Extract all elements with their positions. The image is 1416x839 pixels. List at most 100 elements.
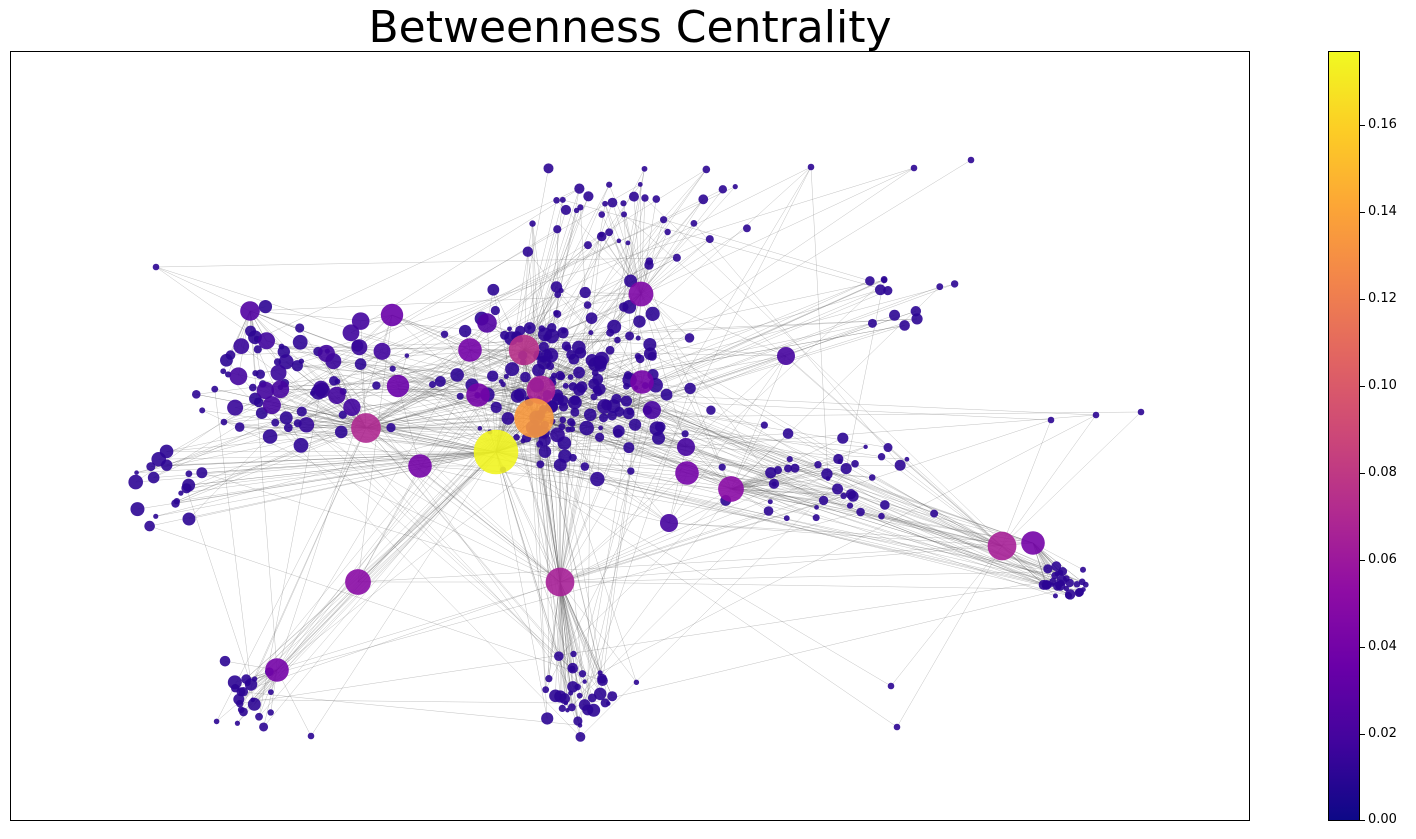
colorbar-tick: 0.16 <box>1360 117 1416 132</box>
graph-edge <box>284 383 367 429</box>
graph-edge <box>188 451 497 474</box>
colorbar-tick-mark <box>1360 211 1365 213</box>
graph-node <box>718 463 726 471</box>
graph-edge <box>381 351 497 453</box>
graph-edge <box>587 414 591 710</box>
graph-node <box>553 310 562 318</box>
graph-edge <box>559 571 1063 583</box>
graph-edge <box>559 581 563 709</box>
graph-node <box>490 305 500 316</box>
graph-edge <box>135 451 497 483</box>
hub-node <box>1021 531 1045 555</box>
graph-edge <box>559 581 571 694</box>
graph-node <box>765 467 777 479</box>
graph-edge <box>730 488 854 497</box>
hub-node <box>466 383 490 407</box>
graph-node <box>255 369 266 379</box>
graph-node <box>607 319 622 334</box>
graph-node <box>555 370 565 381</box>
graph-edge <box>275 422 367 429</box>
graph-edge <box>149 525 603 681</box>
graph-node <box>487 370 499 382</box>
graph-node <box>196 467 208 479</box>
graph-node <box>234 720 241 726</box>
colorbar-tick-mark <box>1360 733 1365 735</box>
graph-edge <box>559 581 637 683</box>
graph-node <box>227 675 242 690</box>
graph-edge <box>548 581 561 679</box>
graph-node <box>590 471 605 487</box>
graph-node <box>220 368 227 375</box>
graph-node <box>570 407 580 417</box>
colorbar-tick-mark <box>1360 385 1365 387</box>
graph-node <box>247 697 261 711</box>
graph-edge <box>469 349 643 383</box>
colorbar-tick: 0.02 <box>1360 726 1416 741</box>
graph-edge <box>391 314 471 351</box>
graph-node <box>523 322 536 334</box>
colorbar-axis: 0.00 0.02 0.04 0.06 0.08 0.10 0.12 0.14 0.16 <box>1360 51 1416 827</box>
graph-node <box>633 679 640 685</box>
graph-node <box>503 373 509 379</box>
graph-edge <box>559 581 565 699</box>
graph-node <box>536 460 545 469</box>
graph-node <box>623 442 635 454</box>
graph-node <box>146 462 156 472</box>
graph-edge <box>495 168 549 453</box>
graph-node <box>567 662 579 674</box>
graph-edge <box>881 456 1003 547</box>
graph-edge <box>249 310 301 343</box>
graph-node <box>262 429 278 444</box>
graph-node <box>583 241 592 250</box>
graph-node <box>1058 567 1068 576</box>
graph-edge <box>241 427 367 710</box>
graph-node <box>620 200 627 207</box>
graph-edge <box>559 472 688 583</box>
graph-node <box>847 490 859 502</box>
graph-edge <box>519 318 918 340</box>
graph-edge <box>495 280 885 453</box>
colorbar-tick-label: 0.14 <box>1368 203 1397 219</box>
graph-edge <box>668 522 1003 547</box>
graph-node <box>153 513 159 519</box>
graph-node <box>660 216 668 224</box>
graph-edge <box>559 581 581 737</box>
graph-edge <box>241 345 561 583</box>
graph-edge <box>584 409 653 705</box>
graph-edge <box>523 349 1063 572</box>
graph-edge <box>523 349 1080 593</box>
graph-edge <box>365 327 530 429</box>
graph-edge <box>188 451 497 520</box>
graph-edge <box>693 223 901 466</box>
graph-node <box>583 408 597 422</box>
graph-edge <box>155 266 256 338</box>
graph-edge <box>557 294 592 333</box>
graph-edge <box>540 238 710 391</box>
graph-edge <box>201 451 497 473</box>
graph-node <box>567 681 579 693</box>
graph-node <box>1065 578 1074 588</box>
graph-edge <box>155 451 497 517</box>
graph-node <box>614 336 621 344</box>
graph-edge <box>280 389 585 682</box>
graph-node <box>500 381 506 388</box>
graph-edge <box>365 349 471 429</box>
graph-edge <box>341 431 593 699</box>
graph-node <box>786 456 793 463</box>
graph-node <box>840 492 847 500</box>
graph-edge <box>261 412 367 429</box>
graph-node <box>705 235 714 244</box>
graph-edge <box>223 421 1061 573</box>
graph-node <box>643 337 657 351</box>
graph-edge <box>223 240 619 423</box>
graph-edge <box>495 451 561 583</box>
graph-node <box>607 197 618 208</box>
graph-edge <box>365 427 726 501</box>
graph-edge <box>288 238 710 428</box>
graph-node <box>571 340 586 355</box>
graph-node <box>283 423 293 433</box>
graph-node <box>605 228 614 237</box>
graph-edge <box>651 409 1034 544</box>
graph-node <box>621 211 628 218</box>
graph-edge <box>276 581 359 671</box>
